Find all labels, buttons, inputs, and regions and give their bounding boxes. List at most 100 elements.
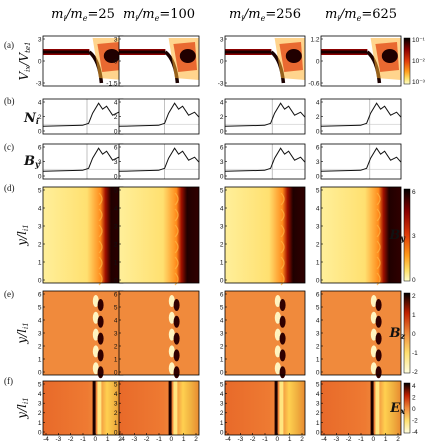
b-yticks-3-ticklabel: 2 — [220, 114, 224, 121]
by-map-3 — [225, 187, 305, 283]
d-yticks-1-ticklabel: 1 — [38, 259, 42, 266]
d-yticks-1-ticklabel: 4 — [38, 205, 42, 212]
row-e-ylabel-part: i1 — [22, 322, 30, 329]
phase-yticks-1-ticklabel: 3 — [38, 36, 42, 43]
colorbar-f-ticklabel: -2 — [412, 418, 418, 425]
by-ripple — [280, 272, 285, 286]
b-bg-3 — [225, 99, 305, 134]
b-yticks-3-ticklabel: 0 — [220, 128, 224, 135]
row-c-ylabel: By — [23, 154, 41, 169]
colorbar-f-ticklabel: -4 — [412, 429, 418, 436]
e-yticks-2-ticklabel: 0 — [114, 369, 118, 376]
phase-beam-core-1 — [43, 50, 90, 54]
x-ticklabel: -3 — [131, 436, 137, 443]
row-e-field-label: Bz — [388, 326, 405, 341]
ex-map-3 — [225, 381, 305, 435]
f-yticks-4-ticklabel: 5 — [316, 381, 320, 388]
row-c-ylabel-part: y — [34, 159, 41, 169]
bz-map-1 — [43, 291, 123, 375]
row-d-ylabel-part: y — [15, 239, 29, 247]
f-yticks-1-ticklabel: 3 — [38, 401, 42, 408]
bz-blob-dark — [173, 349, 180, 362]
ex-stripe-dark — [370, 381, 374, 435]
d-yticks-1-ticklabel: 2 — [38, 241, 42, 248]
bz-map-4 — [321, 291, 401, 375]
column-title-part: e — [83, 14, 88, 23]
b-yticks-1-ticklabel: 2 — [38, 114, 42, 121]
e-yticks-4-ticklabel: 3 — [316, 330, 320, 337]
phase-yticks-1-ticklabel: -3 — [36, 80, 42, 87]
e-yticks-2-ticklabel: 2 — [114, 343, 118, 350]
by-ripple — [280, 256, 285, 270]
f-yticks-4-ticklabel: 1 — [316, 420, 320, 427]
c-yticks-4-ticklabel: 0 — [316, 173, 320, 180]
b-curve-4 — [320, 102, 402, 127]
bz-blob-dark — [279, 315, 286, 328]
b-yticks-1-ticklabel: 4 — [38, 99, 42, 106]
d-yticks-2-ticklabel: 5 — [114, 187, 118, 194]
f-yticks-2-ticklabel: 0 — [114, 429, 118, 436]
x-ticklabel: -3 — [333, 436, 339, 443]
d-yticks-2-ticklabel: 3 — [114, 223, 118, 230]
phase-yticks-3-ticklabel: 0 — [220, 58, 224, 65]
by-ripple — [98, 272, 103, 286]
e-yticks-2-ticklabel: 1 — [114, 356, 118, 363]
phase-yticks-3-ticklabel: -3 — [218, 80, 224, 87]
c-yticks-2-ticklabel: 3 — [114, 159, 118, 166]
c-curve-2 — [118, 147, 200, 172]
row-f-ylabel-part: i1 — [22, 397, 30, 404]
e-yticks-3-ticklabel: 1 — [220, 356, 224, 363]
column-title-part: i — [63, 14, 66, 23]
bz-blob-dark — [97, 299, 104, 311]
ex-map-1 — [43, 381, 123, 435]
d-yticks-1-ticklabel: 5 — [38, 187, 42, 194]
bz-blob-light — [92, 295, 99, 307]
f-yticks-2-ticklabel: 1 — [114, 420, 118, 427]
bz-blob-dark — [375, 366, 382, 379]
column-title-part: e — [155, 14, 160, 23]
bz-blob-light — [370, 345, 377, 358]
colorbar-d — [403, 188, 411, 282]
b-yticks-2-ticklabel: 0 — [114, 128, 118, 135]
x-ticklabel: 2 — [300, 436, 304, 443]
bz-blob-light — [274, 362, 281, 375]
d-yticks-2-ticklabel: 2 — [114, 241, 118, 248]
bz-blob-dark — [97, 315, 104, 328]
by-ripple — [174, 192, 179, 206]
by-ripple — [376, 208, 381, 222]
x-ticklabel: 0 — [372, 436, 376, 443]
phase-yticks-4-ticklabel: 0 — [316, 58, 320, 65]
row-a-ylabel-part: ix — [24, 66, 32, 72]
phase-beam-core-3 — [225, 50, 272, 54]
column-title-part: /m — [338, 7, 357, 22]
x-ticklabel: 2 — [194, 436, 198, 443]
colorbar-d-ticklabel: 6 — [412, 189, 416, 196]
phase-yticks-2-ticklabel: 0 — [114, 58, 118, 65]
by-ripple — [376, 192, 381, 206]
c-yticks-4-ticklabel: 6 — [316, 144, 320, 151]
f-yticks-1-ticklabel: 1 — [38, 420, 42, 427]
f-yticks-3-ticklabel: 3 — [220, 401, 224, 408]
colorbar-e-ticklabel: 1 — [412, 312, 416, 319]
e-yticks-3-ticklabel: 2 — [220, 343, 224, 350]
x-ticklabel: 0 — [170, 436, 174, 443]
by-ripple — [376, 256, 381, 270]
bz-blob-light — [370, 311, 377, 324]
column-title-1: mi/me=25 — [51, 7, 115, 23]
ex-stripe-light — [279, 381, 284, 435]
ex-stripe-dark — [92, 381, 96, 435]
f-yticks-2-ticklabel: 3 — [114, 401, 118, 408]
panel-label-b: (b) — [4, 96, 15, 106]
row-f-ylabel-part: l — [15, 404, 29, 408]
e-yticks-1-ticklabel: 6 — [38, 291, 42, 298]
row-d-ylabel-part: i1 — [22, 224, 30, 231]
bz-blob-dark — [97, 366, 104, 379]
phase-beam-core-2 — [119, 50, 166, 54]
x-ticklabel: -2 — [144, 436, 150, 443]
ex-stripe-light — [97, 381, 102, 435]
e-yticks-1-ticklabel: 4 — [38, 317, 42, 324]
d-yticks-2-ticklabel: 1 — [114, 259, 118, 266]
x-ticklabel: -4 — [225, 436, 231, 443]
f-yticks-4-ticklabel: 3 — [316, 401, 320, 408]
